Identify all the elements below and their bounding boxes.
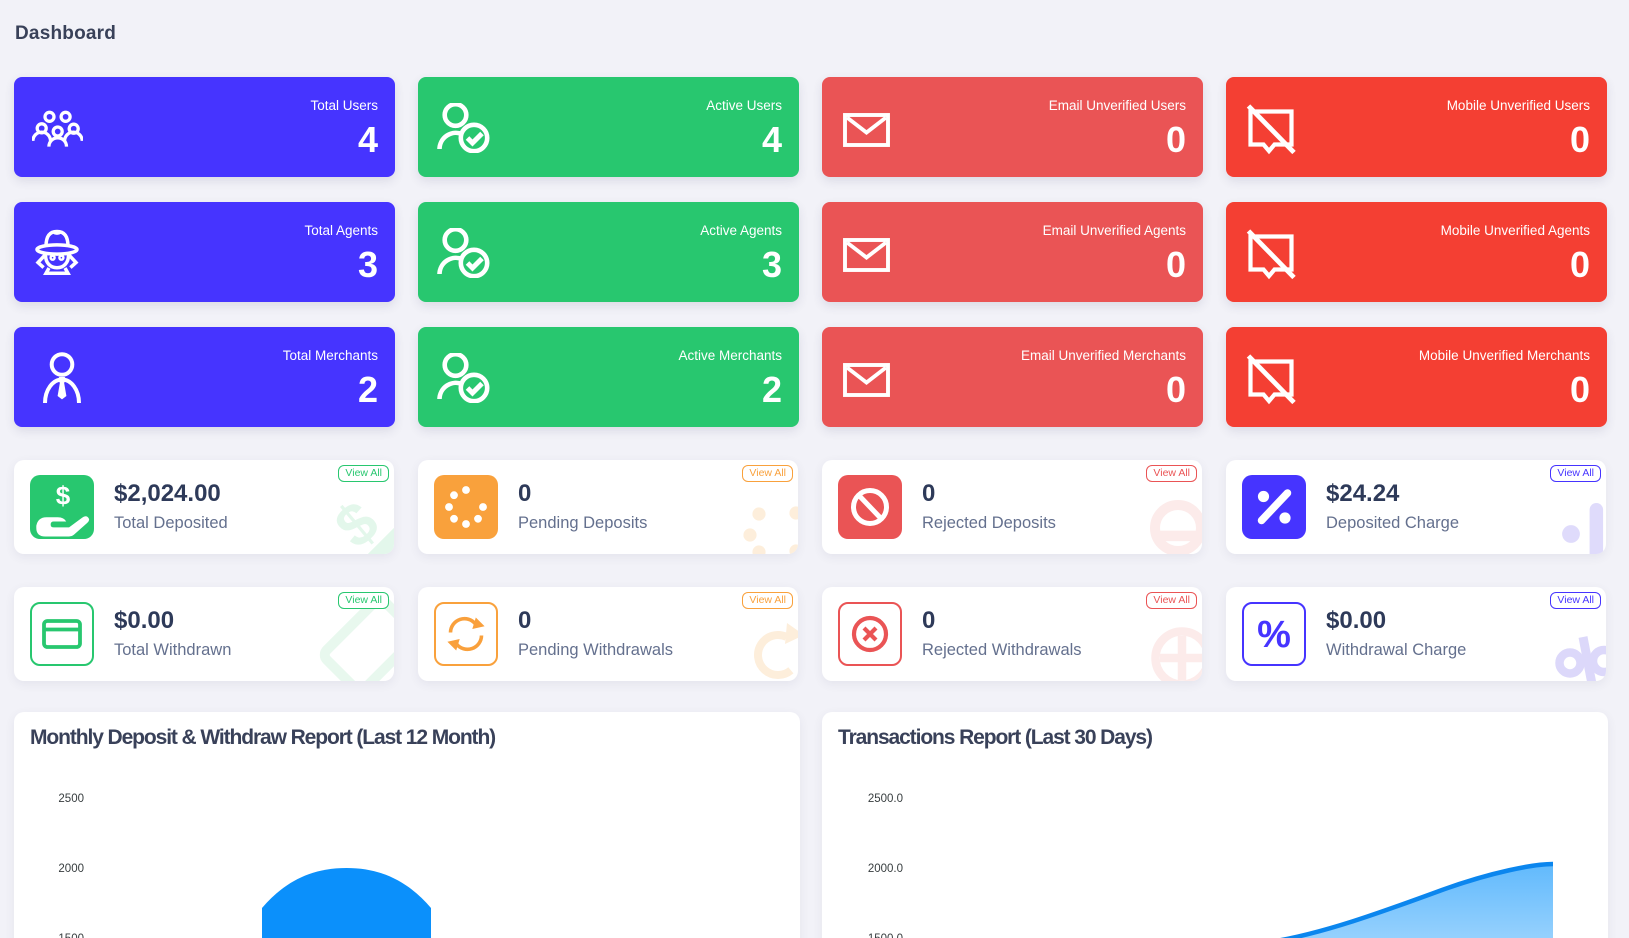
- svg-text:$: $: [56, 481, 71, 511]
- svg-text:%: %: [1257, 614, 1291, 656]
